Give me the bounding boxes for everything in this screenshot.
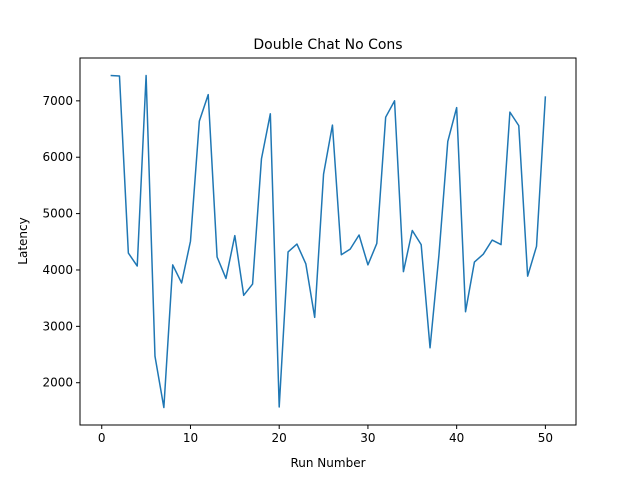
x-tick-label: 40 xyxy=(449,431,464,445)
y-tick-label: 2000 xyxy=(42,376,73,390)
plot-area: 0 10 20 30 40 50 2000 3000 4000 5000 6000 7000 xyxy=(42,57,577,445)
x-axis-title: Run Number xyxy=(290,456,365,470)
y-axis: 2000 3000 4000 5000 6000 7000 xyxy=(42,94,80,390)
x-tick-label: 0 xyxy=(98,431,106,445)
x-axis: 0 10 20 30 40 50 xyxy=(98,425,553,445)
y-tick-label: 7000 xyxy=(42,94,73,108)
y-tick-label: 4000 xyxy=(42,263,73,277)
x-tick-label: 20 xyxy=(272,431,287,445)
y-tick-label: 6000 xyxy=(42,150,73,164)
x-tick-label: 30 xyxy=(360,431,375,445)
chart-title: Double Chat No Cons xyxy=(253,37,402,53)
plot-frame xyxy=(79,57,577,426)
y-axis-title: Latency xyxy=(16,217,30,264)
x-tick-label: 10 xyxy=(183,431,198,445)
y-tick-label: 5000 xyxy=(42,207,73,221)
latency-series-line xyxy=(110,74,547,409)
x-tick-label: 50 xyxy=(538,431,553,445)
y-tick-label: 3000 xyxy=(42,319,73,333)
